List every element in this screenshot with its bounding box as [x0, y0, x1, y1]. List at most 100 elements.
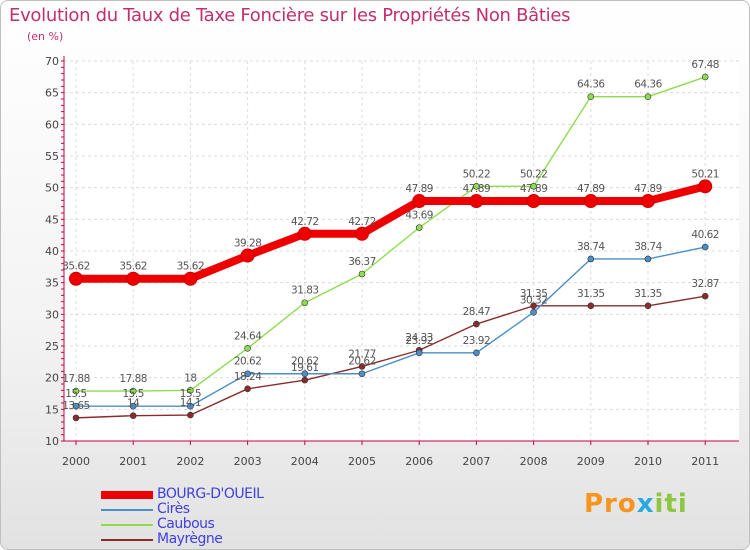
data-label-mayr-gne: 31.35 — [577, 288, 605, 300]
data-label-mayr-gne: 18.24 — [234, 371, 262, 383]
data-point-mayr-gne — [301, 376, 309, 384]
x-tick-label: 2003 — [234, 455, 262, 468]
data-point-cir-s — [72, 402, 80, 410]
y-tick-label: 45 — [45, 213, 59, 226]
data-label-bourg-d-oueil: 47.89 — [463, 183, 491, 195]
data-label-cir-s: 23.92 — [463, 335, 491, 347]
data-label-cir-s: 30.32 — [520, 294, 548, 306]
data-point-mayr-gne — [587, 302, 595, 310]
data-point-mayr-gne — [358, 363, 366, 370]
data-point-cir-s — [530, 309, 537, 316]
data-label-bourg-d-oueil: 39.28 — [234, 238, 262, 250]
data-label-caubous: 64.36 — [634, 79, 662, 91]
data-point-caubous — [644, 93, 652, 101]
chart-legend: BOURG-D'OUEIL Cirès Caubous Mayrègne — [101, 486, 401, 547]
x-tick-label: 2000 — [62, 455, 90, 468]
y-tick-label: 65 — [45, 87, 59, 100]
data-point-mayr-gne — [701, 292, 709, 300]
data-label-bourg-d-oueil: 47.89 — [405, 183, 433, 195]
data-label-cir-s: 15.5 — [123, 388, 144, 400]
data-point-caubous — [530, 182, 537, 190]
data-point-mayr-gne — [644, 302, 652, 310]
y-tick-label: 25 — [45, 340, 59, 353]
x-tick-label: 2006 — [405, 455, 433, 468]
data-label-bourg-d-oueil: 47.89 — [520, 183, 548, 195]
data-label-cir-s: 20.62 — [234, 356, 262, 368]
data-point-bourg-d-oueil — [698, 179, 713, 194]
legend-swatch-cires — [101, 509, 153, 511]
legend-label-caubous: Caubous — [157, 516, 215, 532]
data-label-cir-s: 40.62 — [691, 229, 719, 241]
data-label-bourg-d-oueil: 47.89 — [634, 183, 662, 195]
data-point-caubous — [301, 299, 309, 307]
series-line-bourg-d-oueil — [76, 182, 707, 283]
data-label-caubous: 64.36 — [577, 79, 605, 91]
data-point-bourg-d-oueil — [641, 194, 655, 209]
data-point-mayr-gne — [187, 411, 194, 419]
data-label-mayr-gne: 24.33 — [405, 332, 433, 344]
data-point-caubous — [187, 387, 194, 394]
y-tick-label: 70 — [45, 55, 59, 68]
data-point-bourg-d-oueil — [583, 194, 598, 209]
data-point-bourg-d-oueil — [526, 194, 541, 209]
data-point-cir-s — [187, 402, 194, 410]
data-label-mayr-gne: 14.1 — [180, 397, 201, 409]
data-point-cir-s — [587, 255, 595, 263]
data-point-caubous — [587, 93, 595, 101]
data-label-caubous: 67.48 — [691, 59, 719, 71]
data-point-mayr-gne — [72, 414, 80, 422]
chart-subtitle: (en %) — [27, 30, 64, 43]
data-label-bourg-d-oueil: 35.62 — [177, 261, 205, 273]
data-point-cir-s — [415, 349, 423, 357]
data-point-cir-s — [701, 243, 709, 251]
data-point-mayr-gne — [129, 412, 137, 419]
data-label-caubous: 17.88 — [119, 373, 147, 385]
data-point-caubous — [129, 387, 137, 395]
x-tick-label: 2011 — [691, 455, 719, 468]
data-point-mayr-gne — [530, 302, 537, 310]
data-point-cir-s — [358, 370, 366, 378]
data-label-caubous: 50.22 — [520, 168, 548, 180]
data-label-mayr-gne: 14 — [127, 398, 140, 410]
legend-item-caubous: Caubous — [101, 516, 401, 532]
data-label-cir-s: 20.62 — [291, 356, 319, 368]
data-point-bourg-d-oueil — [412, 194, 427, 209]
data-point-mayr-gne — [244, 385, 251, 393]
x-tick-label: 2007 — [462, 455, 490, 468]
data-label-mayr-gne: 19.61 — [291, 362, 319, 374]
data-point-caubous — [473, 182, 480, 190]
chart-title: Evolution du Taux de Taxe Foncière sur l… — [9, 5, 571, 26]
data-point-cir-s — [644, 255, 652, 263]
y-tick-label: 35 — [45, 277, 59, 290]
legend-item-cires: Cirès — [101, 501, 401, 517]
data-point-cir-s — [301, 370, 309, 378]
x-tick-label: 2009 — [577, 455, 605, 468]
x-tick-label: 2008 — [520, 455, 548, 468]
data-label-mayr-gne: 21.77 — [348, 348, 376, 360]
data-label-bourg-d-oueil: 50.21 — [691, 168, 719, 180]
x-tick-label: 2004 — [291, 455, 319, 468]
data-label-mayr-gne: 13.65 — [62, 400, 90, 412]
data-label-caubous: 31.83 — [291, 285, 319, 297]
data-point-cir-s — [244, 370, 251, 378]
y-tick-label: 50 — [45, 182, 59, 195]
data-label-mayr-gne: 31.35 — [634, 288, 662, 300]
data-point-caubous — [244, 344, 251, 352]
data-label-caubous: 18 — [184, 372, 196, 384]
data-label-caubous: 36.37 — [348, 256, 376, 268]
data-label-caubous: 43.69 — [405, 210, 433, 222]
series-line-mayr-gne — [75, 295, 706, 419]
data-point-cir-s — [473, 349, 480, 357]
data-point-bourg-d-oueil — [69, 271, 83, 286]
data-label-cir-s: 38.74 — [577, 241, 605, 253]
data-label-caubous: 50.22 — [463, 168, 491, 180]
legend-item-mayregne: Mayrègne — [101, 531, 401, 547]
data-label-caubous: 24.64 — [234, 330, 262, 342]
y-tick-label: 20 — [45, 372, 59, 385]
data-label-mayr-gne: 31.35 — [520, 288, 548, 300]
legend-label-cires: Cirès — [157, 501, 190, 517]
data-point-bourg-d-oueil — [183, 271, 198, 286]
data-label-mayr-gne: 32.87 — [691, 278, 719, 290]
series-line-caubous — [76, 76, 706, 392]
